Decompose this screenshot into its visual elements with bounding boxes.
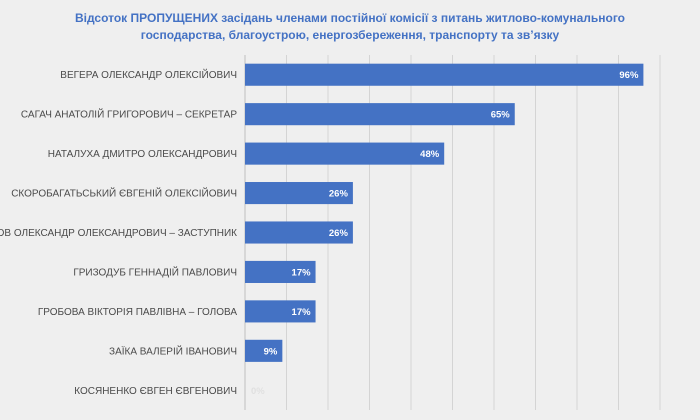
category-label: ВЕГЕРА ОЛЕКСАНДР ОЛЕКСІЙОВИЧ [60,68,237,81]
category-label: ГРОБОВА ВІКТОРІЯ ПАВЛІВНА – ГОЛОВА [38,307,237,318]
value-label: 96% [619,70,639,81]
bar [245,103,515,126]
bar [245,339,283,362]
category-label: САГАЧ АНАТОЛІЙ ГРИГОРОВИЧ – СЕКРЕТАР [21,108,237,121]
category-label: НАТАЛУХА ДМИТРО ОЛЕКСАНДРОВИЧ [48,149,237,160]
category-label: СКОРОБАГАТЬСЬКИЙ ЄВГЕНІЙ ОЛЕКСІЙОВИЧ [11,187,237,200]
category-label: ЗАЇКА ВАЛЕРІЙ ІВАНОВИЧ [109,344,237,357]
value-label: 17% [292,267,312,278]
value-label: 26% [329,228,349,239]
category-label: ІВАНОВ ОЛЕКСАНДР ОЛЕКСАНДРОВИЧ – ЗАСТУПН… [0,228,237,239]
category-label: ГРИЗОДУБ ГЕННАДІЙ ПАВЛОВИЧ [73,265,237,278]
bar [245,260,316,283]
value-label: 26% [329,189,349,200]
chart-title-line-2: господарства, благоустрою, енергозбереже… [140,28,560,42]
value-label: 17% [292,307,312,318]
bar [245,221,353,244]
chart-title-line-1: Відсоток ПРОПУЩЕНИХ засідань членами пос… [74,11,626,25]
value-label: 0% [251,386,265,397]
value-label: 48% [420,149,440,160]
value-label: 9% [264,346,278,357]
category-label: КОСЯНЕНКО ЄВГЕН ЄВГЕНОВИЧ [74,386,237,397]
bar [245,182,353,205]
bar [245,142,445,165]
bar [245,63,644,86]
value-label: 65% [491,110,511,121]
chart-title: Відсоток ПРОПУЩЕНИХ засідань членами пос… [0,10,700,44]
bar [245,300,316,323]
